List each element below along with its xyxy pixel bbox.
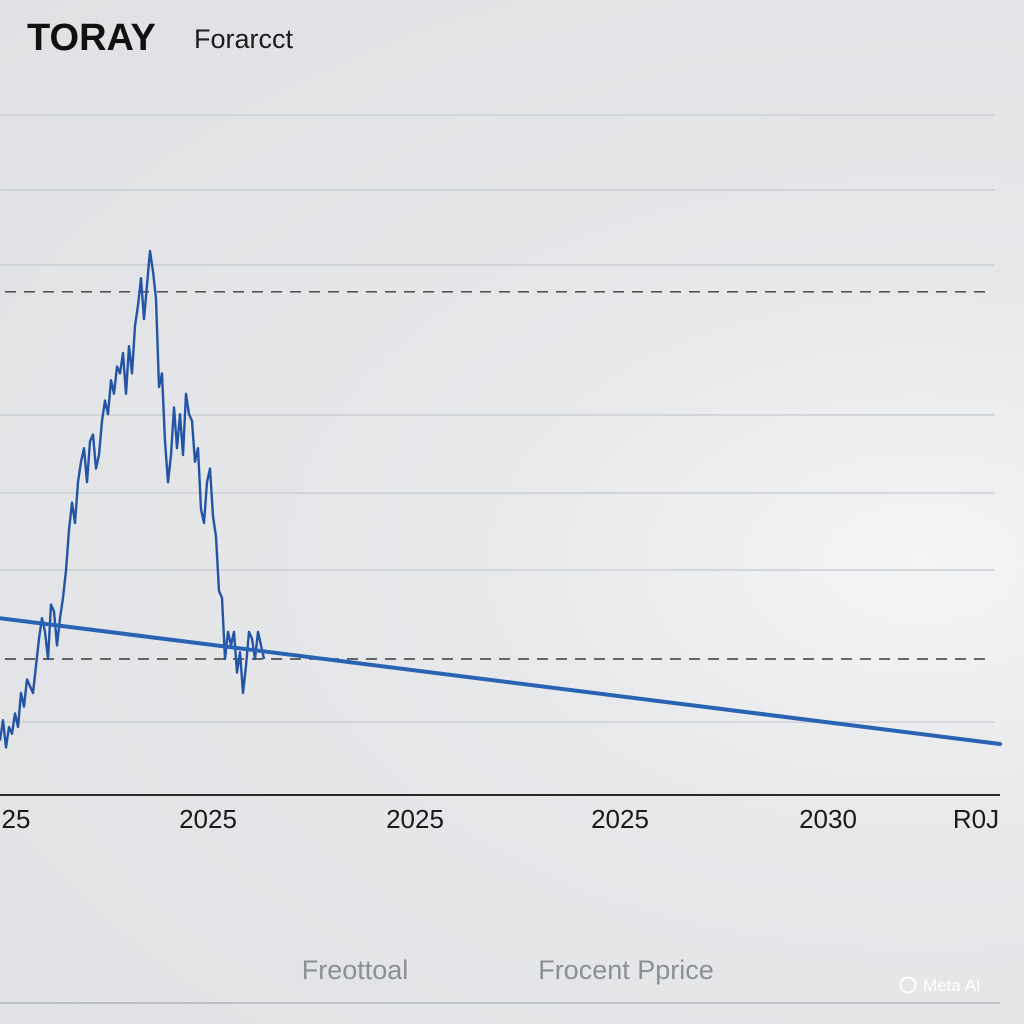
- price-series-line: [0, 249, 266, 749]
- footer-labels: Freottoal Frocent Pprice: [302, 955, 714, 985]
- watermark-text: Meta AI: [923, 976, 981, 995]
- chart-subtitle: Forarcct: [194, 24, 294, 54]
- circle-icon: [899, 976, 917, 994]
- watermark: Meta AI: [899, 976, 981, 995]
- series-layer: [0, 249, 1002, 749]
- trend-line: [0, 616, 1002, 746]
- x-tick-label: R0J: [953, 804, 999, 834]
- grid-lines: [0, 114, 995, 723]
- footer-label: Freottoal: [302, 955, 409, 985]
- brand-title: TORAY: [27, 17, 156, 59]
- footer-label: Frocent Pprice: [538, 955, 714, 985]
- x-tick-label: 2030: [799, 804, 857, 834]
- x-tick-label: 2025: [386, 804, 444, 834]
- x-tick-label: 25: [2, 804, 31, 834]
- x-tick-labels: 25 2025 2025 2025 2030 R0J: [2, 804, 1000, 834]
- x-tick-label: 2025: [179, 804, 237, 834]
- reference-lines: [5, 291, 990, 660]
- x-tick-label: 2025: [591, 804, 649, 834]
